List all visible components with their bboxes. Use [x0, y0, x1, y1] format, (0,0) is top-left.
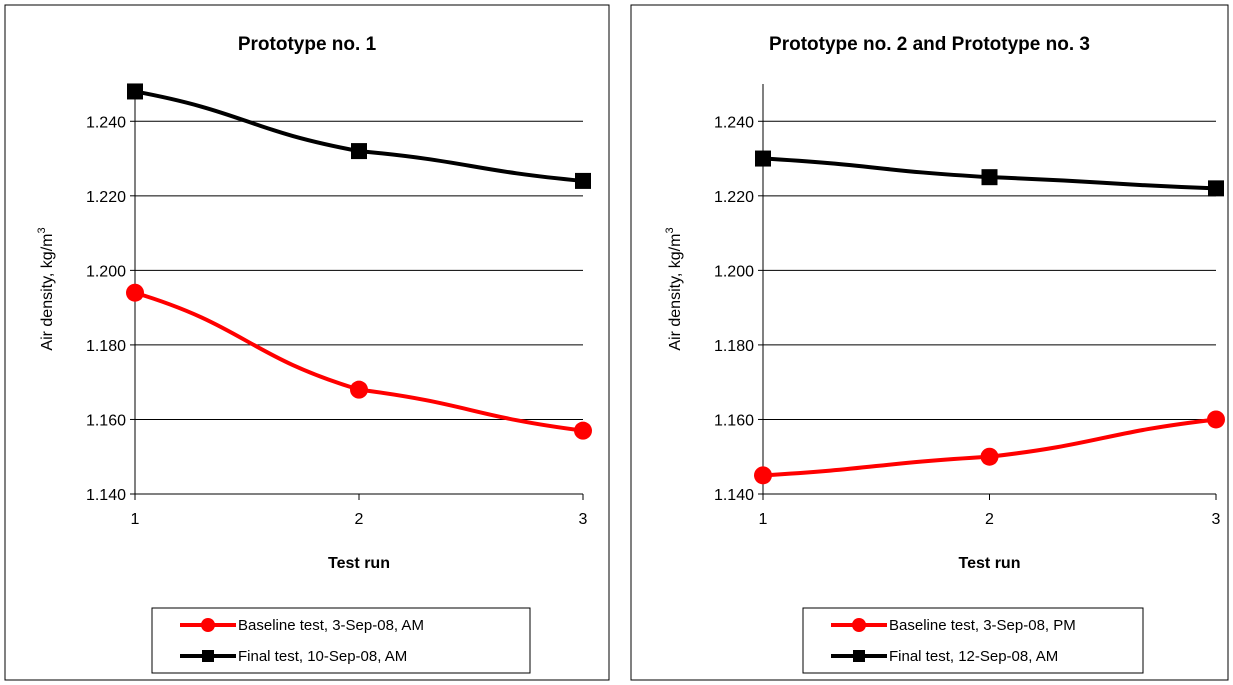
chart-frame: [4, 4, 610, 681]
y-tick-label: 1.240: [714, 114, 754, 131]
y-tick-label: 1.160: [86, 412, 126, 429]
legend-label: Baseline test, 3-Sep-08, PM: [889, 617, 1076, 634]
x-tick-label: 1: [759, 511, 768, 528]
data-point: [574, 421, 592, 440]
x-tick-label: 1: [131, 511, 140, 528]
data-point: [755, 150, 771, 167]
data-point: [351, 143, 367, 160]
x-tick-label: 2: [985, 511, 994, 528]
data-point: [981, 169, 998, 186]
data-point: [126, 283, 144, 302]
y-tick-label: 1.220: [714, 189, 754, 206]
data-point: [1208, 180, 1224, 197]
y-tick-label: 1.160: [714, 412, 754, 429]
y-tick-label: 1.140: [86, 487, 126, 504]
chart-panel-1: Prototype no. 1 1.140 1.160 1.180 1.200 1.220…: [4, 4, 610, 681]
legend-box: [151, 607, 531, 674]
y-tick-label: 1.200: [86, 263, 126, 280]
y-tick-label: 1.220: [86, 189, 126, 206]
y-tick-label: 1.240: [86, 114, 126, 131]
y-tick-label: 1.180: [714, 338, 754, 355]
chart-frame: [630, 4, 1229, 681]
legend-label: Baseline test, 3-Sep-08, AM: [238, 617, 424, 634]
data-point: [127, 83, 143, 100]
x-axis-label: Test run: [959, 555, 1021, 572]
chart-panel-2: Prototype no. 2 and Prototype no. 3 1.140…: [630, 4, 1229, 681]
chart-title: Prototype no. 2 and Prototype no. 3: [769, 34, 1090, 55]
y-axis-label: Air density, kg/m3: [664, 227, 684, 350]
legend-swatch-marker: [202, 650, 214, 662]
legend-swatch-marker: [853, 650, 865, 662]
y-tick-label: 1.180: [86, 338, 126, 355]
data-point: [350, 380, 368, 399]
legend-label: Final test, 10-Sep-08, AM: [238, 648, 407, 665]
y-tick-label: 1.140: [714, 487, 754, 504]
legend-swatch-marker: [852, 618, 866, 632]
data-point: [754, 466, 772, 485]
x-tick-label: 3: [1212, 511, 1221, 528]
legend-label: Final test, 12-Sep-08, AM: [889, 648, 1058, 665]
y-tick-label: 1.200: [714, 263, 754, 280]
x-tick-label: 3: [579, 511, 588, 528]
y-axis-label: Air density, kg/m3: [36, 227, 56, 350]
x-tick-label: 2: [355, 511, 364, 528]
data-point: [1207, 410, 1225, 429]
chart-title: Prototype no. 1: [238, 34, 377, 55]
legend-swatch-marker: [201, 618, 215, 632]
data-point: [575, 172, 591, 189]
x-axis-label: Test run: [328, 555, 390, 572]
data-point: [980, 447, 999, 466]
